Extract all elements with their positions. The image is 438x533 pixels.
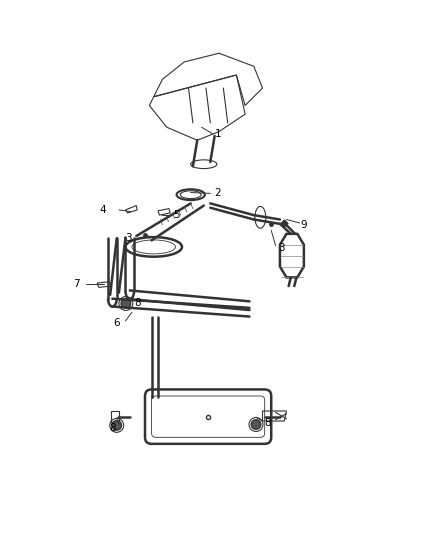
Text: 4: 4 <box>99 205 106 215</box>
Text: 3: 3 <box>278 243 284 253</box>
Ellipse shape <box>121 298 131 308</box>
Text: 8: 8 <box>110 423 116 433</box>
Text: 1: 1 <box>215 129 221 139</box>
Text: 7: 7 <box>73 279 80 289</box>
Ellipse shape <box>251 419 261 429</box>
Text: 8: 8 <box>265 418 271 428</box>
Text: 9: 9 <box>301 220 307 230</box>
Text: 5: 5 <box>173 210 180 220</box>
Text: 2: 2 <box>215 188 221 198</box>
Text: 8: 8 <box>134 298 141 309</box>
Text: 3: 3 <box>125 233 132 243</box>
Ellipse shape <box>112 421 121 430</box>
Text: 6: 6 <box>114 318 120 328</box>
